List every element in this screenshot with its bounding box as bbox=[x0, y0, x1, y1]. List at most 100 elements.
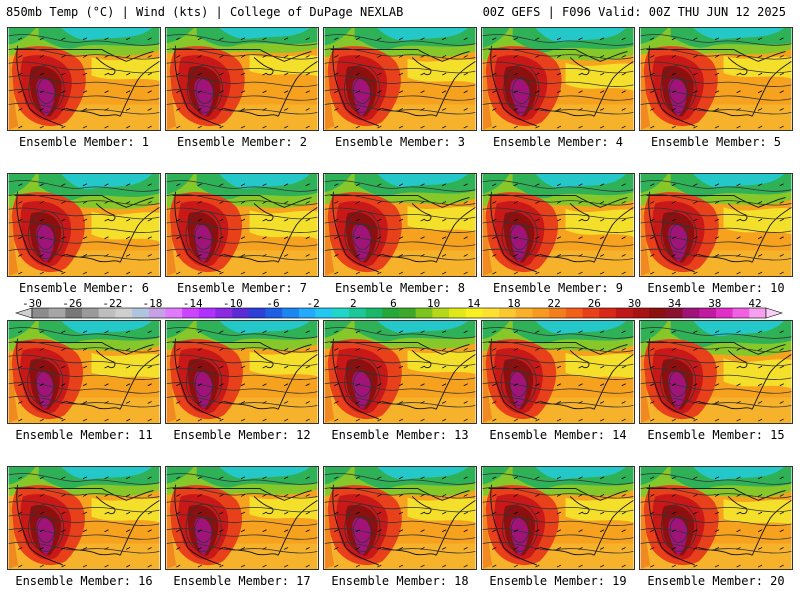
ensemble-member-map bbox=[639, 173, 793, 277]
ensemble-member-label: Ensemble Member: 9 bbox=[492, 281, 624, 295]
ensemble-member-label: Ensemble Member: 16 bbox=[15, 574, 153, 588]
colorbar-tick-label: -2 bbox=[306, 297, 320, 310]
ensemble-member-label: Ensemble Member: 5 bbox=[650, 135, 782, 149]
colorbar-swatch bbox=[215, 308, 233, 318]
colorbar-swatch bbox=[482, 308, 500, 318]
ensemble-member-map bbox=[481, 466, 635, 570]
colorbar-tick-label: 2 bbox=[350, 297, 357, 310]
run-valid-time: 00Z GEFS | F096 Valid: 00Z THU JUN 12 20… bbox=[482, 5, 786, 19]
ensemble-member-map bbox=[165, 466, 319, 570]
ensemble-member-label: Ensemble Member: 20 bbox=[647, 574, 785, 588]
ensemble-member-map bbox=[7, 173, 161, 277]
colorbar-tick-label: 14 bbox=[467, 297, 481, 310]
colorbar-swatch bbox=[182, 308, 200, 318]
colorbar-swatch bbox=[165, 308, 183, 318]
colorbar-swatch bbox=[565, 308, 583, 318]
colorbar-swatch bbox=[699, 308, 717, 318]
ensemble-member-label: Ensemble Member: 6 bbox=[18, 281, 150, 295]
colorbar-swatch bbox=[499, 308, 517, 318]
colorbar-tick-label: -14 bbox=[182, 297, 203, 310]
colorbar-swatch bbox=[615, 308, 633, 318]
colorbar-swatch bbox=[365, 308, 383, 318]
ensemble-member-map bbox=[323, 173, 477, 277]
colorbar-swatch bbox=[682, 308, 700, 318]
ensemble-member-map bbox=[165, 320, 319, 424]
colorbar-swatch bbox=[332, 308, 350, 318]
colorbar-swatch bbox=[532, 308, 550, 318]
ensemble-member-map bbox=[639, 27, 793, 131]
ensemble-member-label: Ensemble Member: 10 bbox=[647, 281, 785, 295]
ensemble-member-label: Ensemble Member: 12 bbox=[173, 428, 311, 442]
ensemble-member-map bbox=[7, 27, 161, 131]
ensemble-member-label: Ensemble Member: 11 bbox=[15, 428, 153, 442]
ensemble-member-map bbox=[7, 466, 161, 570]
colorbar-swatch bbox=[449, 308, 467, 318]
colorbar-swatch bbox=[265, 308, 283, 318]
ensemble-member-map bbox=[323, 466, 477, 570]
ensemble-member-map bbox=[481, 173, 635, 277]
colorbar-swatch bbox=[32, 308, 49, 318]
colorbar-tick-label: -22 bbox=[102, 297, 123, 310]
temperature-colorbar: -30 -26 -22 -18 -14 -10 -6 -2 2 6 10 14 18 22 26 30 34 38… bbox=[0, 297, 800, 321]
ensemble-member-label: Ensemble Member: 4 bbox=[492, 135, 624, 149]
colorbar-tick-label: 10 bbox=[427, 297, 441, 310]
colorbar-swatch bbox=[98, 308, 116, 318]
ensemble-member-map bbox=[639, 320, 793, 424]
colorbar-swatch bbox=[399, 308, 416, 318]
ensemble-member-label: Ensemble Member: 13 bbox=[331, 428, 469, 442]
colorbar-swatch bbox=[48, 308, 66, 318]
colorbar-tick-label: -10 bbox=[222, 297, 243, 310]
colorbar-swatch bbox=[665, 308, 683, 318]
ensemble-member-label: Ensemble Member: 19 bbox=[489, 574, 627, 588]
colorbar-scale bbox=[14, 307, 784, 319]
colorbar-swatch bbox=[632, 308, 650, 318]
ensemble-member-label: Ensemble Member: 8 bbox=[334, 281, 466, 295]
colorbar-swatch bbox=[732, 308, 750, 318]
colorbar-tick-label: 38 bbox=[708, 297, 722, 310]
colorbar-swatch bbox=[465, 308, 483, 318]
colorbar-right-arrow bbox=[765, 307, 784, 319]
ensemble-member-map bbox=[7, 320, 161, 424]
ensemble-member-label: Ensemble Member: 14 bbox=[489, 428, 627, 442]
colorbar-tick-label: -6 bbox=[266, 297, 280, 310]
colorbar-tick-label: -26 bbox=[62, 297, 83, 310]
colorbar-swatch bbox=[715, 308, 733, 318]
colorbar-tick-label: 26 bbox=[587, 297, 601, 310]
ensemble-member-label: Ensemble Member: 1 bbox=[18, 135, 150, 149]
colorbar-swatch bbox=[198, 308, 216, 318]
ensemble-member-label: Ensemble Member: 17 bbox=[173, 574, 311, 588]
colorbar-swatch bbox=[315, 308, 333, 318]
ensemble-member-map bbox=[639, 466, 793, 570]
colorbar-swatch bbox=[115, 308, 133, 318]
colorbar-swatch bbox=[649, 308, 667, 318]
ensemble-member-label: Ensemble Member: 3 bbox=[334, 135, 466, 149]
colorbar-tick-label: 6 bbox=[390, 297, 397, 310]
colorbar-swatch bbox=[65, 308, 83, 318]
colorbar-swatch bbox=[132, 308, 150, 318]
product-title: 850mb Temp (°C) | Wind (kts) | College o… bbox=[6, 5, 404, 19]
colorbar-swatch bbox=[382, 308, 400, 318]
ensemble-member-label: Ensemble Member: 15 bbox=[647, 428, 785, 442]
ensemble-member-map bbox=[323, 320, 477, 424]
colorbar-swatch bbox=[82, 308, 100, 318]
colorbar-swatch bbox=[549, 308, 567, 318]
colorbar-tick-label: 18 bbox=[507, 297, 521, 310]
colorbar-swatch bbox=[282, 308, 300, 318]
colorbar-tick-label: 30 bbox=[627, 297, 642, 310]
colorbar-swatch bbox=[749, 308, 767, 318]
ensemble-member-map bbox=[165, 27, 319, 131]
colorbar-tick-label: 22 bbox=[547, 297, 561, 310]
ensemble-member-map bbox=[481, 27, 635, 131]
ensemble-member-map bbox=[481, 320, 635, 424]
ensemble-member-label: Ensemble Member: 2 bbox=[176, 135, 308, 149]
colorbar-swatch bbox=[298, 308, 316, 318]
colorbar-left-arrow bbox=[14, 307, 33, 319]
colorbar-tick-label: -30 bbox=[22, 297, 42, 310]
colorbar-swatch bbox=[348, 308, 366, 318]
colorbar-swatch bbox=[515, 308, 533, 318]
ensemble-member-map bbox=[323, 27, 477, 131]
ensemble-member-map bbox=[165, 173, 319, 277]
colorbar-swatch bbox=[232, 308, 250, 318]
colorbar-swatch bbox=[148, 308, 166, 318]
ensemble-member-label: Ensemble Member: 7 bbox=[176, 281, 308, 295]
